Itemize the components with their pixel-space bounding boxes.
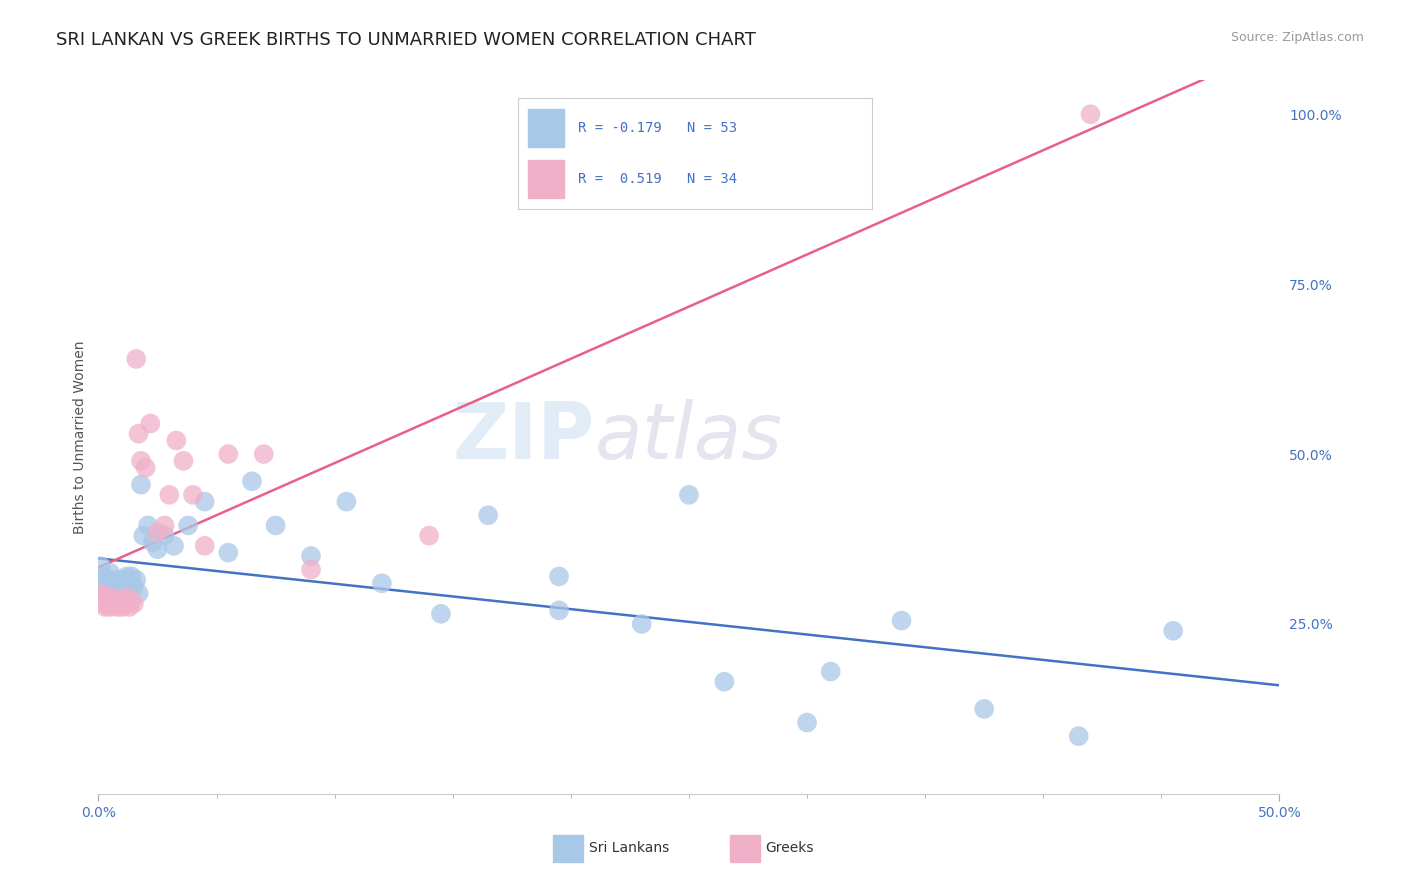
Point [98,590,121,604]
Point [177,518,200,533]
Point [548,603,571,617]
Point [418,528,440,542]
Point [136,518,159,533]
Point [890,614,912,628]
Point [1161,624,1184,638]
Point [129,454,152,468]
Text: Sri Lankans: Sri Lankans [589,841,669,855]
Point [139,417,162,431]
Point [548,569,571,583]
Point [121,593,143,607]
Point [104,586,127,600]
Point [101,576,124,591]
Point [217,546,239,560]
Point [165,434,187,448]
Point [128,586,150,600]
Text: ZIP: ZIP [453,399,595,475]
Point [713,674,735,689]
Point [129,477,152,491]
Point [181,488,204,502]
Point [796,715,818,730]
Point [91,597,114,611]
Point [146,525,169,540]
Point [90,586,112,600]
Point [104,593,127,607]
Point [253,447,276,461]
Point [128,426,150,441]
Point [94,599,117,614]
Point [118,576,141,591]
Point [973,702,995,716]
Point [91,569,114,583]
Point [299,549,322,563]
Point [125,351,148,366]
Point [105,599,128,614]
Point [97,582,120,597]
Point [90,559,112,574]
Point [115,590,138,604]
Point [125,573,148,587]
Point [335,494,357,508]
Text: Greeks: Greeks [766,841,814,855]
Point [98,566,121,580]
Point [430,607,453,621]
Point [111,586,134,600]
Y-axis label: Births to Unmarried Women: Births to Unmarried Women [73,341,87,533]
Point [630,617,652,632]
Point [101,582,124,597]
Point [104,573,127,587]
Point [153,528,176,542]
Bar [730,835,759,862]
Point [153,518,176,533]
Point [94,573,117,587]
Point [264,518,287,533]
Point [146,542,169,557]
Text: atlas: atlas [595,399,782,475]
Point [217,447,239,461]
Point [132,528,155,542]
Point [157,488,180,502]
Bar [553,835,582,862]
Point [98,586,121,600]
Point [105,586,128,600]
Text: Source: ZipAtlas.com: Source: ZipAtlas.com [1230,31,1364,45]
Point [240,475,263,489]
Point [1067,729,1090,743]
Point [371,576,394,591]
Point [194,494,217,508]
Point [299,563,322,577]
Point [94,590,117,604]
Point [122,580,145,594]
Point [477,508,499,523]
Point [122,597,145,611]
Point [111,599,134,614]
Point [820,665,842,679]
Text: SRI LANKAN VS GREEK BIRTHS TO UNMARRIED WOMEN CORRELATION CHART: SRI LANKAN VS GREEK BIRTHS TO UNMARRIED … [56,31,756,49]
Point [1080,107,1102,121]
Point [163,539,186,553]
Point [108,597,131,611]
Point [121,569,143,583]
Point [105,576,128,591]
Point [112,597,135,611]
Point [97,593,120,607]
Point [98,599,121,614]
Point [142,535,165,549]
Point [194,539,217,553]
Point [678,488,700,502]
Point [91,580,114,594]
Point [115,569,138,583]
Point [112,580,135,594]
Point [108,580,131,594]
Point [111,573,134,587]
Point [118,599,141,614]
Point [101,597,124,611]
Point [94,586,117,600]
Point [97,576,120,591]
Point [135,460,157,475]
Point [172,454,194,468]
